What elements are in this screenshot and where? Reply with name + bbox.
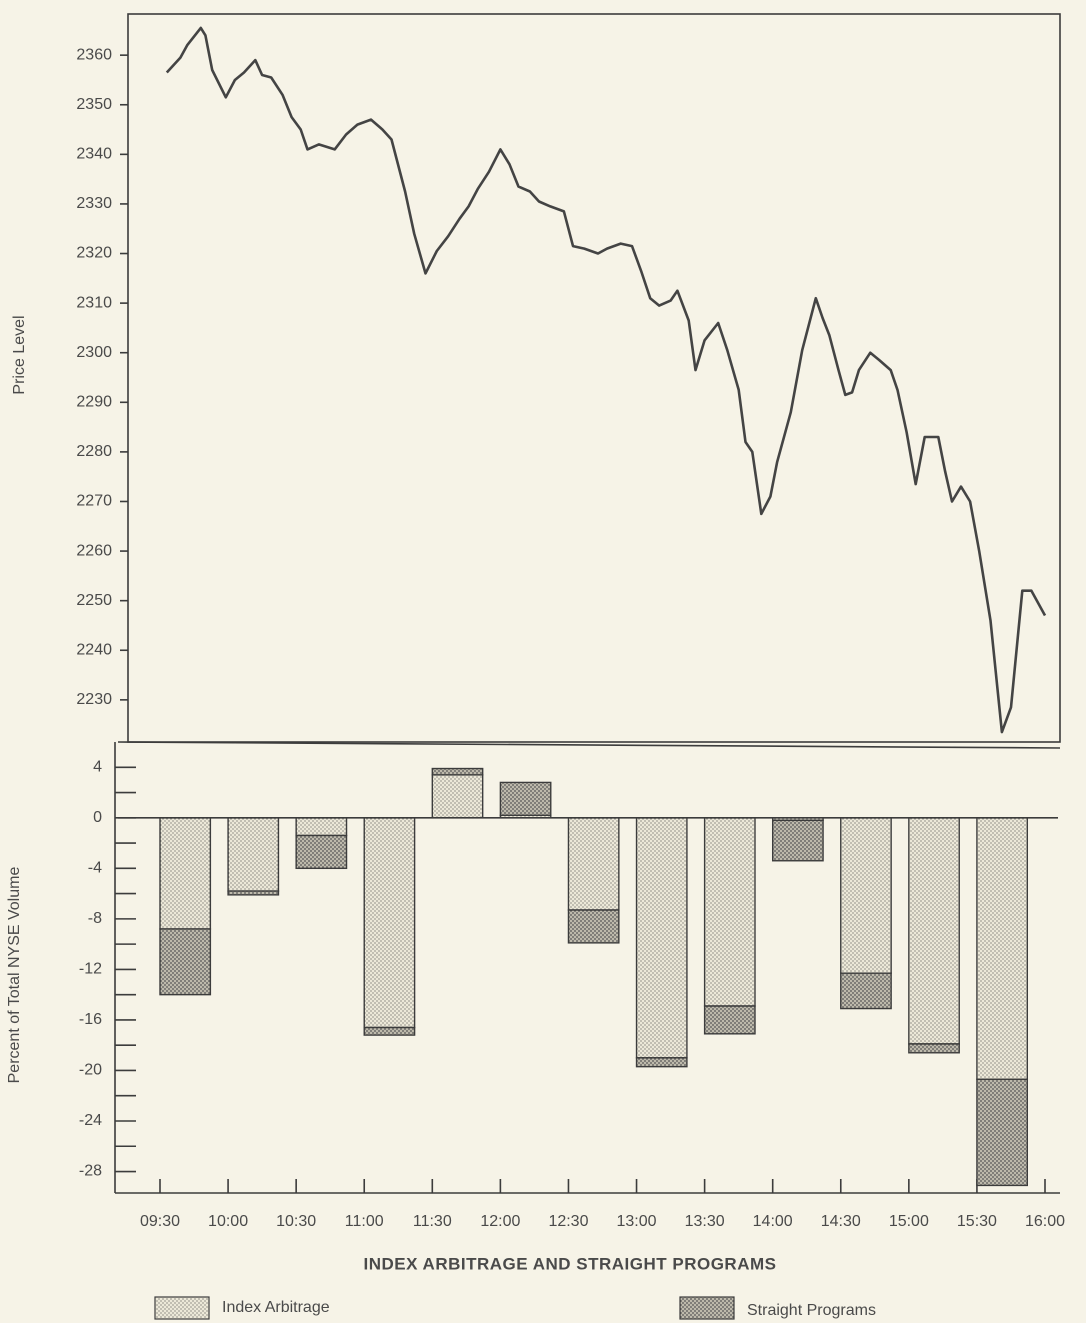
y-tick-label: 2340 [76, 146, 112, 163]
x-tick-label: 14:00 [753, 1213, 793, 1230]
x-tick-label: 10:30 [276, 1213, 316, 1230]
x-tick-label: 13:30 [685, 1213, 725, 1230]
bar-segment [159, 928, 212, 996]
bar-segment [363, 817, 416, 1029]
x-tick-label: 12:30 [548, 1213, 588, 1230]
legend-swatch [679, 1296, 735, 1320]
x-tick-label: 12:00 [480, 1213, 520, 1230]
bar-segment [840, 817, 892, 974]
y-tick-label: -16 [79, 1011, 102, 1028]
bar-segment [771, 819, 824, 862]
y-tick-label: 4 [93, 758, 102, 775]
bar-segment [227, 890, 280, 896]
x-tick-label: 16:00 [1025, 1213, 1065, 1230]
y-tick-label: -24 [79, 1112, 102, 1129]
legend-label: Index Arbitrage [222, 1299, 330, 1316]
bar-segment [703, 1005, 756, 1035]
y-tick-label: 2250 [76, 592, 112, 609]
y-tick-label: 2330 [76, 195, 112, 212]
y-tick-label: 2240 [76, 641, 112, 658]
bar-segment [976, 817, 1029, 1081]
y-tick-label: 2290 [76, 394, 112, 411]
legend-swatch [154, 1296, 210, 1320]
bar-segment [976, 1078, 1029, 1187]
bar-segment [159, 817, 212, 930]
x-tick-label: 14:30 [821, 1213, 861, 1230]
chart-subtitle: INDEX ARBITRAGE AND STRAIGHT PROGRAMS [364, 1254, 777, 1273]
y-tick-label: 2320 [76, 245, 112, 262]
x-tick-label: 09:30 [140, 1213, 180, 1230]
y-axis-label: Percent of Total NYSE Volume [6, 867, 23, 1084]
x-tick-label: 11:00 [345, 1213, 384, 1230]
x-tick-label: 10:00 [208, 1213, 248, 1230]
y-tick-label: -4 [88, 860, 102, 877]
bar-segment [567, 817, 620, 911]
bar-segment [635, 1057, 688, 1068]
y-tick-label: 2310 [76, 294, 112, 311]
x-tick-label: 13:00 [617, 1213, 657, 1230]
y-tick-label: -8 [88, 910, 102, 927]
y-tick-label: -20 [79, 1062, 102, 1079]
bar-segment [840, 972, 892, 1010]
y-tick-label: 0 [93, 809, 102, 826]
y-tick-label: 2230 [76, 691, 112, 708]
bar-segment [295, 817, 348, 837]
bar-segment [908, 817, 960, 1045]
x-tick-label: 15:30 [957, 1213, 997, 1230]
y-tick-label: 2350 [76, 96, 112, 113]
y-tick-label: 2300 [76, 344, 112, 361]
bar-segment [908, 1043, 960, 1054]
bar-segment [635, 817, 688, 1059]
y-tick-label: 2270 [76, 493, 112, 510]
bar-segment [363, 1026, 416, 1036]
bar-segment [703, 817, 756, 1007]
bar-segment [431, 767, 484, 776]
y-tick-label: -12 [79, 961, 102, 978]
legend-label: Straight Programs [747, 1302, 876, 1319]
y-tick-label: 2280 [76, 443, 112, 460]
y-tick-label: -28 [79, 1163, 102, 1180]
y-tick-label: 2260 [76, 542, 112, 559]
x-tick-label: 11:30 [413, 1213, 452, 1230]
y-axis-label: Price Level [11, 315, 28, 394]
bar-segment [499, 781, 552, 816]
price-frame [127, 13, 1061, 743]
price-line [165, 26, 1047, 734]
x-tick-label: 15:00 [889, 1213, 929, 1230]
y-tick-label: 2360 [76, 46, 112, 63]
bar-segment [295, 834, 348, 870]
bar-segment [431, 774, 484, 819]
panel-divider [117, 741, 1061, 749]
bar-segment [567, 909, 620, 944]
bar-segment [227, 817, 280, 892]
